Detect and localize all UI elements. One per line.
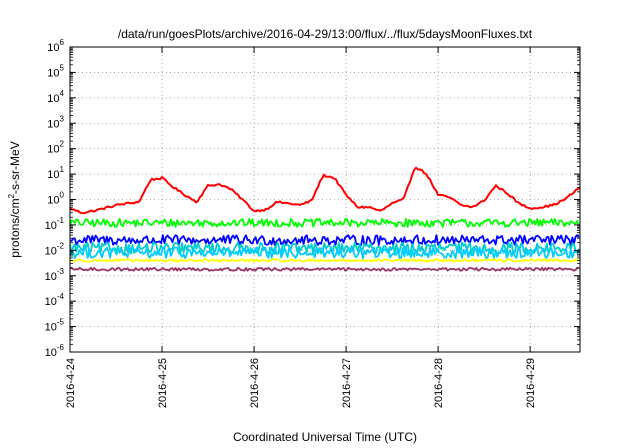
- series-line-5: [69, 258, 580, 263]
- x-tick-label: 2016-4-26: [249, 358, 261, 408]
- series-layer: [69, 166, 581, 272]
- x-tick-label: 2016-4-27: [341, 358, 353, 408]
- grid-layer: [70, 47, 580, 352]
- y-tick-label: 10-2: [45, 241, 65, 257]
- y-axis-title: protons/cm2-s-sr-MeV: [7, 141, 22, 257]
- y-tick-label: 103: [47, 114, 64, 130]
- series-line-6: [69, 266, 579, 272]
- y-tick-label: 106: [47, 38, 64, 54]
- y-tick-label: 101: [47, 165, 64, 181]
- y-tick-label: 10-1: [45, 216, 65, 232]
- series-line-1: [69, 217, 580, 228]
- x-tick-label: 2016-4-25: [157, 358, 169, 408]
- x-axis-title: Coordinated Universal Time (UTC): [233, 430, 417, 444]
- y-tick-label: 10-4: [45, 292, 65, 308]
- x-tick-label: 2016-4-29: [525, 358, 537, 408]
- y-tick-label: 10-5: [45, 318, 65, 334]
- ylabel-layer: protons/cm2-s-sr-MeV: [7, 141, 22, 257]
- x-tick-label: 2016-4-28: [433, 358, 445, 408]
- y-tick-label: 102: [47, 140, 64, 156]
- chart-title: /data/run/goesPlots/archive/2016-04-29/1…: [118, 27, 533, 41]
- y-tick-label: 10-6: [45, 343, 65, 359]
- y-tick-label: 104: [47, 89, 64, 105]
- tick-layer: 10-6 10-5 10-4 10-3 10-2 10-1 100 101 102 103 104 1…: [45, 38, 580, 408]
- series-line-3: [69, 241, 580, 255]
- y-tick-label: 105: [47, 63, 64, 79]
- series-line-0: [69, 166, 581, 215]
- y-tick-label: 100: [47, 191, 64, 207]
- series-line-4: [69, 246, 580, 260]
- y-tick-label: 10-3: [45, 267, 65, 283]
- x-tick-label: 2016-4-24: [65, 358, 77, 408]
